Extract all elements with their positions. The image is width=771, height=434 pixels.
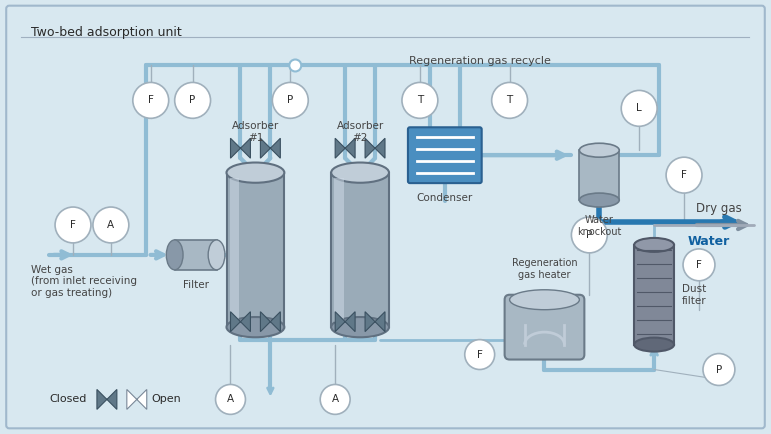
Circle shape xyxy=(666,157,702,193)
Circle shape xyxy=(683,249,715,281)
Text: Two-bed adsorption unit: Two-bed adsorption unit xyxy=(31,26,182,39)
Text: T: T xyxy=(417,95,423,105)
Polygon shape xyxy=(231,312,251,332)
Polygon shape xyxy=(261,312,281,332)
Circle shape xyxy=(320,385,350,414)
Ellipse shape xyxy=(635,238,674,252)
Circle shape xyxy=(93,207,129,243)
Ellipse shape xyxy=(167,240,183,270)
Bar xyxy=(227,173,284,327)
Text: A: A xyxy=(227,395,234,404)
Circle shape xyxy=(175,82,210,118)
Text: Open: Open xyxy=(152,395,181,404)
Text: Filter: Filter xyxy=(183,280,209,290)
Text: Adsorber
#2: Adsorber #2 xyxy=(336,121,384,143)
Polygon shape xyxy=(97,389,117,409)
Ellipse shape xyxy=(227,317,284,337)
Text: L: L xyxy=(636,103,642,113)
Circle shape xyxy=(465,340,495,369)
Text: Dry gas: Dry gas xyxy=(696,202,742,215)
Circle shape xyxy=(133,82,169,118)
Bar xyxy=(332,173,389,327)
Text: Regeneration gas recycle: Regeneration gas recycle xyxy=(409,56,550,66)
Text: F: F xyxy=(148,95,153,105)
Text: P: P xyxy=(190,95,196,105)
Text: Wet gas
(from inlet receiving
or gas treating): Wet gas (from inlet receiving or gas tre… xyxy=(31,265,137,298)
Ellipse shape xyxy=(579,143,619,157)
Text: P: P xyxy=(586,230,592,240)
Polygon shape xyxy=(335,138,355,158)
Polygon shape xyxy=(261,138,281,158)
Ellipse shape xyxy=(332,317,389,337)
Bar xyxy=(579,150,619,200)
Bar xyxy=(334,178,344,322)
Text: Closed: Closed xyxy=(49,395,86,404)
Bar xyxy=(230,178,240,322)
Text: P: P xyxy=(715,365,722,375)
Circle shape xyxy=(621,90,657,126)
Circle shape xyxy=(571,217,608,253)
Text: Water
knockout: Water knockout xyxy=(577,215,621,237)
Polygon shape xyxy=(365,138,385,158)
Text: F: F xyxy=(70,220,76,230)
Text: A: A xyxy=(332,395,338,404)
Text: Water: Water xyxy=(688,235,730,248)
Ellipse shape xyxy=(332,162,389,183)
Circle shape xyxy=(55,207,91,243)
Polygon shape xyxy=(365,312,385,332)
FancyBboxPatch shape xyxy=(504,295,584,359)
Text: F: F xyxy=(696,260,702,270)
Bar xyxy=(175,240,217,270)
Ellipse shape xyxy=(510,290,579,310)
Polygon shape xyxy=(335,312,355,332)
Text: Dust
filter: Dust filter xyxy=(682,284,707,306)
Text: Regeneration
gas heater: Regeneration gas heater xyxy=(512,258,577,280)
Ellipse shape xyxy=(227,162,284,183)
Text: F: F xyxy=(476,349,483,359)
Circle shape xyxy=(272,82,308,118)
Circle shape xyxy=(216,385,245,414)
Bar xyxy=(635,245,674,345)
Text: F: F xyxy=(681,170,687,180)
Text: Condenser: Condenser xyxy=(416,193,473,203)
Ellipse shape xyxy=(579,193,619,207)
Circle shape xyxy=(402,82,438,118)
Ellipse shape xyxy=(635,338,674,352)
Ellipse shape xyxy=(208,240,225,270)
Text: Adsorber
#1: Adsorber #1 xyxy=(232,121,279,143)
Text: T: T xyxy=(507,95,513,105)
Polygon shape xyxy=(231,138,251,158)
Text: A: A xyxy=(107,220,114,230)
FancyBboxPatch shape xyxy=(408,127,482,183)
FancyBboxPatch shape xyxy=(6,6,765,428)
Circle shape xyxy=(289,59,301,72)
Circle shape xyxy=(703,354,735,385)
Text: P: P xyxy=(287,95,294,105)
Circle shape xyxy=(492,82,527,118)
Polygon shape xyxy=(127,389,146,409)
